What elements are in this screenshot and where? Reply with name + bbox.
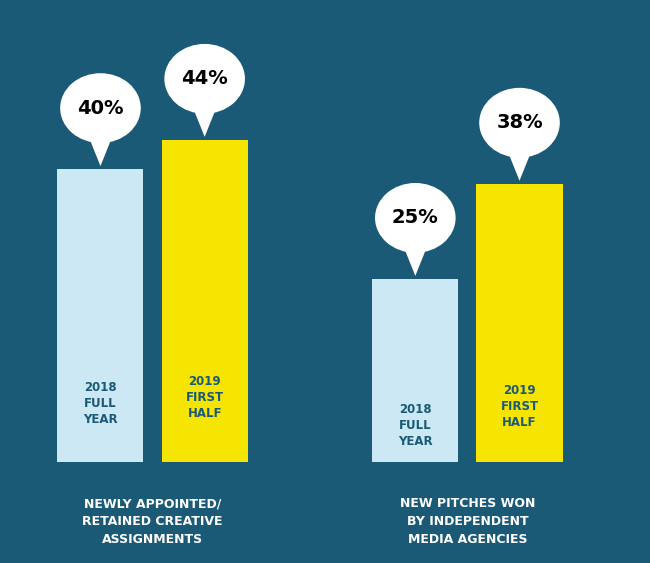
Text: 2019
FIRST
HALF: 2019 FIRST HALF (500, 383, 539, 428)
Text: 2018
FULL
YEAR: 2018 FULL YEAR (83, 381, 118, 426)
Text: 44%: 44% (181, 69, 228, 88)
Text: 38%: 38% (496, 113, 543, 132)
Text: NEWLY APPOINTED/
RETAINED CREATIVE
ASSIGNMENTS: NEWLY APPOINTED/ RETAINED CREATIVE ASSIG… (83, 497, 223, 546)
Bar (476, 184, 562, 462)
Text: NEW PITCHES WON
BY INDEPENDENT
MEDIA AGENCIES: NEW PITCHES WON BY INDEPENDENT MEDIA AGE… (400, 497, 535, 546)
Text: 40%: 40% (77, 99, 124, 118)
Bar (372, 279, 458, 462)
Bar (162, 140, 248, 462)
Text: 2018
FULL
YEAR: 2018 FULL YEAR (398, 403, 433, 448)
Text: 2019
FIRST
HALF: 2019 FIRST HALF (186, 375, 224, 420)
Text: 25%: 25% (392, 208, 439, 227)
Bar (57, 169, 144, 462)
